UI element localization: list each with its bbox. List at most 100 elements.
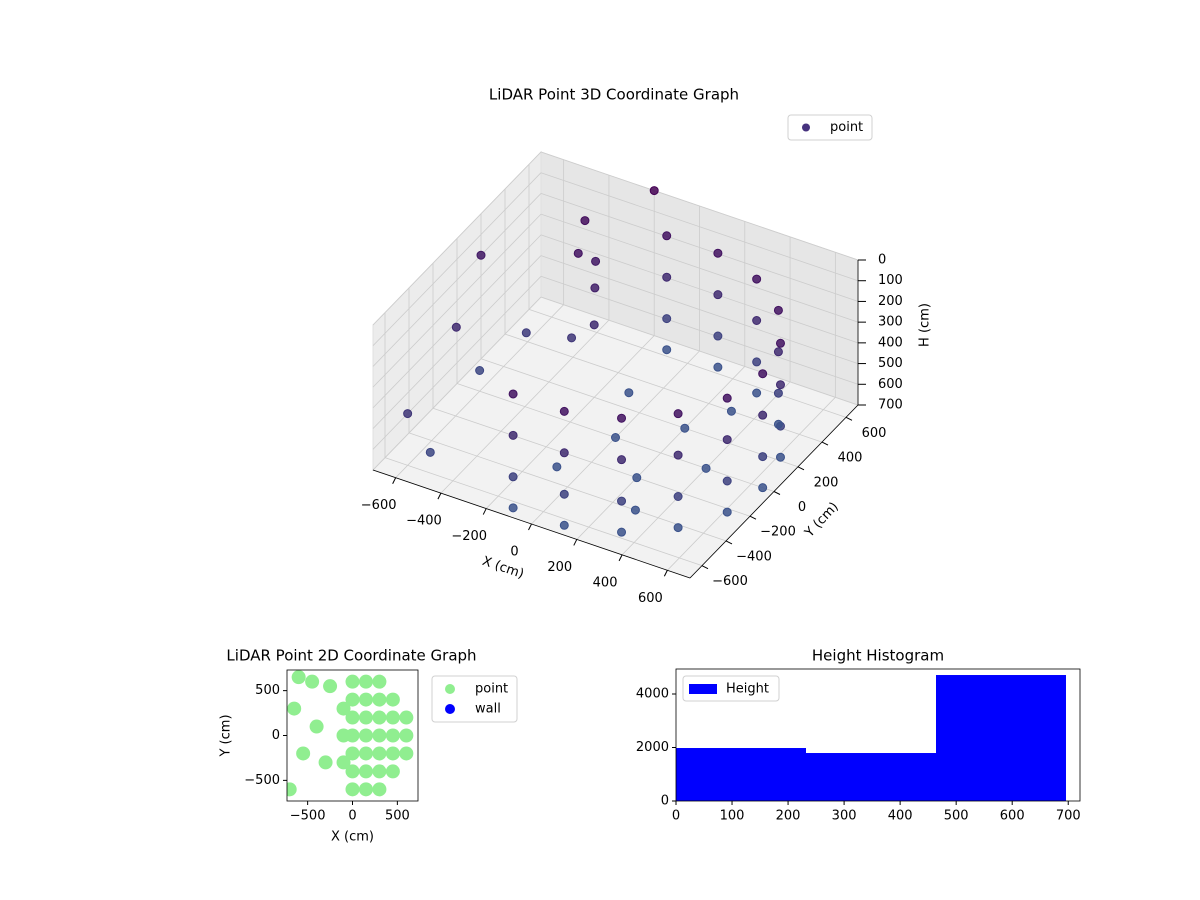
y-tick-label: 0 (272, 728, 280, 743)
point (345, 674, 360, 689)
x-axis-label: X (cm) (331, 830, 374, 845)
point (713, 362, 723, 372)
y-tick (797, 466, 805, 471)
point (611, 433, 620, 442)
point (358, 728, 373, 743)
z-tick-label: 0 (878, 253, 886, 268)
x-tick-label: 0 (510, 545, 518, 560)
grid-line (372, 172, 542, 346)
point (713, 290, 723, 300)
point (701, 463, 711, 473)
point (287, 701, 302, 716)
point (358, 692, 373, 707)
bar (676, 748, 806, 801)
point (775, 338, 785, 348)
grid-line (432, 407, 751, 517)
grid-line (372, 296, 542, 471)
grid-line (540, 255, 859, 364)
point (713, 248, 723, 258)
point (773, 388, 783, 398)
point (399, 728, 414, 743)
point (508, 503, 518, 513)
point (673, 450, 683, 460)
y-tick-label: 2000 (636, 740, 669, 755)
y-tick-label: −600 (712, 574, 748, 589)
point (632, 473, 642, 483)
legend-label: wall (475, 702, 501, 717)
point (673, 409, 683, 419)
point (722, 507, 732, 517)
point (309, 719, 324, 734)
y-tick (701, 565, 709, 570)
grid-line (408, 432, 727, 542)
legend-label: point (475, 682, 508, 697)
point (385, 746, 400, 761)
point (372, 764, 387, 779)
point (508, 389, 518, 399)
grid-line (372, 213, 542, 388)
point (580, 216, 590, 226)
point (345, 746, 360, 761)
grid-line (372, 193, 542, 367)
point (630, 505, 640, 515)
point (589, 320, 599, 330)
point (358, 710, 373, 725)
point (713, 331, 723, 341)
point (358, 746, 373, 761)
point (287, 782, 297, 797)
x-tick-label: 0 (348, 809, 356, 824)
chart-title: LiDAR Point 2D Coordinate Graph (226, 647, 476, 665)
point (345, 782, 360, 797)
point (403, 409, 413, 419)
plot-area (287, 670, 414, 797)
grid-line (540, 213, 859, 323)
point (617, 455, 627, 465)
x-axis-line (372, 469, 691, 579)
grid-line (372, 276, 542, 450)
point (323, 679, 338, 694)
point (345, 710, 360, 725)
x-tick (618, 554, 623, 562)
point (385, 710, 400, 725)
point (451, 322, 461, 332)
point (372, 710, 387, 725)
x-tick (663, 570, 668, 577)
x-tick-label: 400 (888, 809, 913, 824)
x-tick-label: 500 (944, 809, 969, 824)
z-tick-label: 700 (878, 398, 903, 413)
z-tick-label: 400 (878, 335, 903, 350)
bar (805, 753, 936, 801)
point (726, 406, 736, 416)
point (345, 764, 360, 779)
grid-line (372, 255, 542, 429)
grid-line (540, 275, 859, 385)
point (722, 393, 732, 403)
z-tick-label: 600 (878, 377, 903, 392)
point (336, 755, 351, 770)
y-tick-label: −200 (760, 525, 796, 540)
y-tick (725, 540, 733, 545)
point (680, 423, 690, 433)
point (775, 380, 785, 390)
grid-line (540, 234, 859, 344)
legend-box (431, 675, 518, 723)
point (385, 764, 400, 779)
point (372, 692, 387, 707)
point (559, 448, 569, 458)
grid-line (540, 172, 859, 282)
legend-box (682, 675, 780, 702)
point (662, 345, 672, 355)
point (573, 248, 583, 258)
y-tick-label: 0 (798, 500, 806, 515)
point (617, 527, 627, 537)
x-tick-label: 400 (593, 575, 618, 590)
point (662, 231, 672, 241)
y-tick-label: −400 (736, 549, 772, 564)
point (559, 520, 569, 530)
point (521, 328, 531, 338)
point (318, 755, 333, 770)
point (372, 728, 387, 743)
point (552, 462, 562, 472)
y-tick-label: 500 (255, 683, 280, 698)
grid-line (504, 333, 823, 443)
